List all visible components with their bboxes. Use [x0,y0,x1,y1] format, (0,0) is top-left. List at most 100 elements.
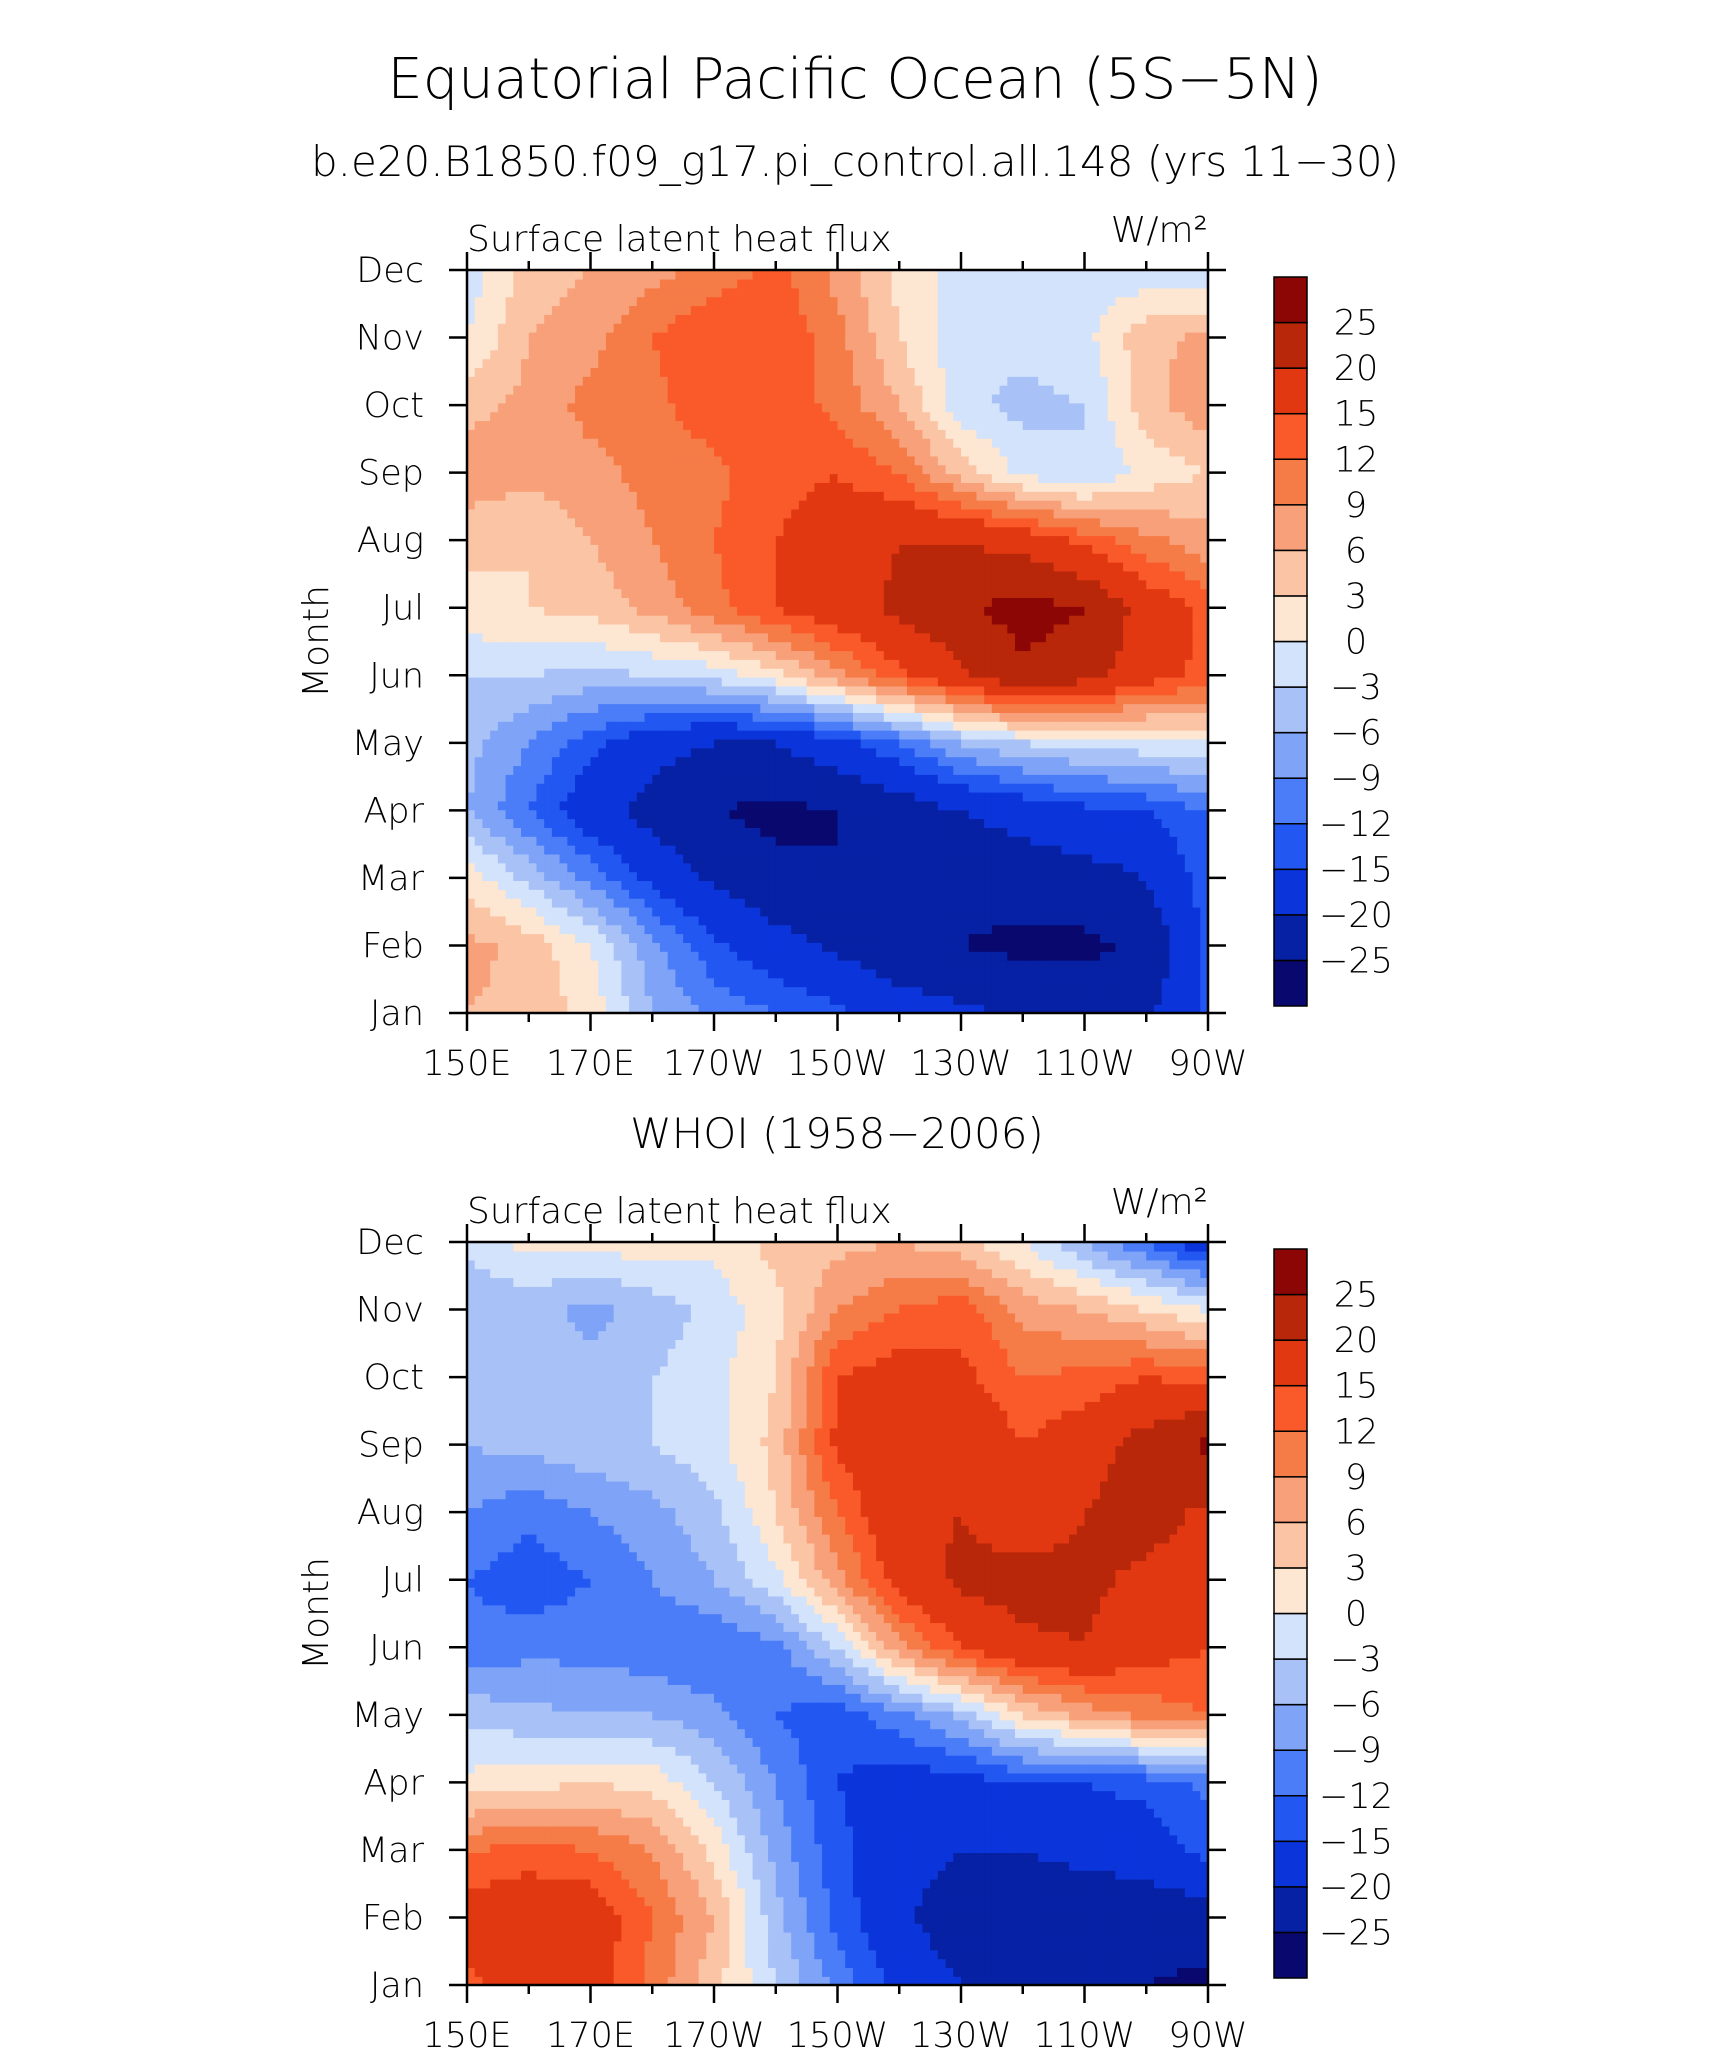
model-heat-cell [814,809,823,820]
model-heat-cell [1022,747,1032,758]
model-heat-cell [744,1004,754,1013]
model-heat-cell [883,827,893,837]
model-heat-cell [876,597,885,607]
model-heat-cell [575,614,584,625]
model-heat-cell [528,986,538,997]
model-heat-cell [906,942,916,952]
model-heat-cell [644,774,653,784]
model-heat-cell [590,694,599,705]
model-heat-cell [490,738,499,749]
model-heat-cell [644,553,653,563]
model-heat-cell [760,756,769,767]
model-heat-cell [798,906,808,917]
model-heat-cell [806,853,816,864]
model-heat-cell [528,915,538,926]
model-heat-cell [1038,712,1047,722]
model-heat-cell [667,553,677,563]
model-heat-cell [760,791,769,802]
model-heat-cell [852,827,862,837]
model-heat-cell [1130,889,1140,899]
model-heat-cell [937,968,947,979]
model-heat-cell [629,694,638,705]
model-heat-cell [1084,774,1093,784]
model-heat-cell [999,668,1009,678]
model-heat-cell [598,906,607,917]
model-heat-cell [906,588,916,598]
model-heat-cell [629,747,638,758]
model-heat-cell [1069,712,1078,722]
model-heat-cell [1153,579,1163,590]
model-heat-cell [922,783,931,793]
model-heat-cell [1192,676,1201,687]
model-heat-cell [1192,889,1201,899]
model-heat-cell [598,844,607,855]
model-heat-cell [891,553,900,563]
model-heat-cell [1069,836,1078,846]
model-heat-cell [636,836,646,846]
model-heat-cell [644,712,653,722]
model-heat-cell [567,774,576,784]
model-heat-cell [814,570,823,581]
model-heat-cell [521,659,530,669]
model-heat-cell [567,800,576,811]
model-heat-cell [714,623,723,634]
model-heat-cell [968,623,978,634]
model-heat-cell [1115,933,1124,943]
model-heat-cell [868,924,877,935]
model-heat-cell [698,889,707,899]
model-heat-cell [652,986,661,997]
model-heat-cell [1123,659,1132,669]
model-heat-cell [505,606,515,616]
model-heat-cell [582,800,592,811]
model-heat-cell [837,898,846,908]
model-heat-cell [814,933,823,943]
model-heat-cell [814,641,823,652]
model-heat-cell [930,853,939,864]
model-heat-cell [644,862,653,873]
model-heat-cell [613,632,623,643]
model-heat-cell [1184,800,1194,811]
model-heat-cell [528,942,538,952]
model-heat-cell [1038,871,1047,882]
model-heat-cell [659,968,669,979]
model-heat-cell [528,623,538,634]
model-heat-cell [1045,614,1055,625]
model-heat-cell [675,738,684,749]
model-heat-cell [1123,729,1132,740]
model-heat-cell [868,614,877,625]
model-heat-cell [961,995,970,1005]
model-heat-cell [837,606,846,616]
model-heat-cell [953,765,962,775]
model-heat-cell [744,774,754,784]
model-heat-cell [876,570,885,581]
model-heat-cell [528,844,538,855]
model-heat-cell [1123,561,1132,572]
model-heat-cell [968,721,978,731]
model-heat-cell [1038,570,1047,581]
model-heat-cell [721,747,731,758]
model-heat-cell [1084,977,1093,988]
model-heat-cell [1169,844,1178,855]
model-heat-cell [791,553,800,563]
model-heat-cell [1192,561,1201,572]
model-heat-cell [613,614,623,625]
model-heat-cell [829,703,839,713]
model-heat-cell [698,561,707,572]
model-heat-cell [845,623,854,634]
model-heat-cell [768,968,777,979]
model-heat-cell [829,614,839,625]
model-heat-cell [652,765,661,775]
model-heat-cell [883,756,893,767]
model-heat-cell [961,783,970,793]
model-heat-cell [683,933,692,943]
model-heat-cell [991,924,1001,935]
model-heat-cell [567,933,576,943]
model-heat-cell [497,721,507,731]
model-heat-cell [814,632,823,643]
model-heat-cell [829,632,839,643]
model-heat-cell [1030,809,1039,820]
model-heat-cell [737,597,746,607]
model-heat-cell [991,614,1001,625]
model-heat-cell [814,924,823,935]
model-heat-cell [1038,818,1047,828]
